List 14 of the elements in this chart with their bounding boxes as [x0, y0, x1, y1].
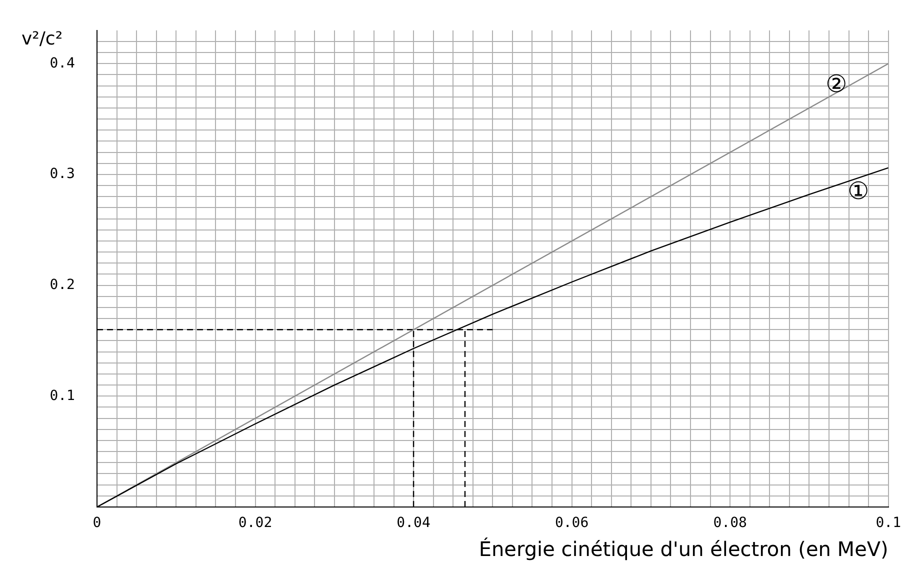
x-axis-title: Énergie cinétique d'un électron (en MeV)	[478, 537, 888, 562]
x-tick-label: 0.04	[396, 515, 430, 532]
y-tick-label: 0.4	[50, 55, 75, 72]
y-tick-label: 0.1	[50, 388, 75, 404]
series-label: ①	[848, 177, 870, 206]
series-label: ②	[826, 70, 848, 98]
y-axis-title: v²/c²	[21, 28, 63, 50]
x-tick-label: 0.08	[713, 515, 747, 532]
y-tick-label: 0.2	[50, 276, 75, 293]
x-tick-label: 0.1	[876, 515, 902, 532]
y-tick-label: 0.3	[50, 166, 75, 182]
x-tick-label: 0.02	[238, 515, 272, 532]
x-tick-label: 0	[92, 515, 102, 532]
x-tick-label: 0.06	[554, 515, 589, 532]
